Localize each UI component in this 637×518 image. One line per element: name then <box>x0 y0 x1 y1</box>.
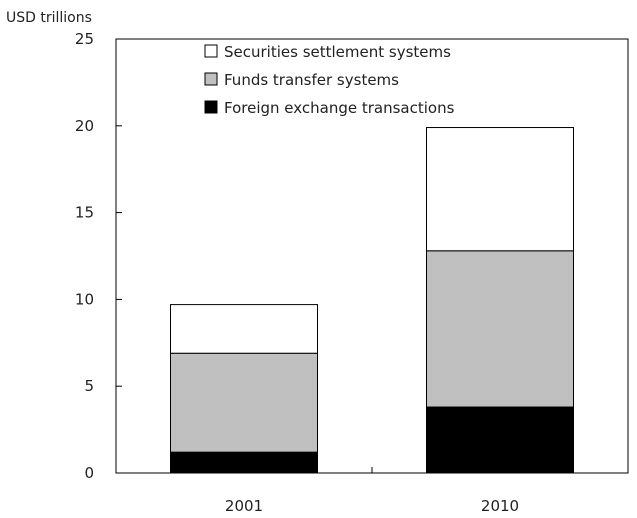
legend-swatch <box>204 44 218 58</box>
bar-segment-2001-funds-transfer-systems <box>170 352 318 453</box>
legend-label: Foreign exchange transactions <box>224 99 455 117</box>
y-tick-label: 15 <box>75 204 94 222</box>
y-tick-label: 0 <box>84 464 94 482</box>
y-axis-unit-label: USD trillions <box>6 10 92 26</box>
bar-segment-2010-foreign-exchange-transactions <box>426 406 574 474</box>
bar-segment-2010-securities-settlement-systems <box>426 127 574 252</box>
bar-segment-2001-foreign-exchange-transactions <box>170 451 318 474</box>
legend-label: Funds transfer systems <box>224 71 399 89</box>
y-tick-label: 10 <box>75 290 94 308</box>
legend-label: Securities settlement systems <box>224 43 451 61</box>
legend: Securities settlement systems Funds trans… <box>204 43 455 117</box>
bar-segment-2001-securities-settlement-systems <box>170 304 318 354</box>
x-category-label: 2010 <box>481 497 519 515</box>
x-category-label: 2001 <box>225 497 263 515</box>
legend-swatch <box>204 100 218 114</box>
y-tick-label: 5 <box>84 377 94 395</box>
legend-swatch <box>204 72 218 86</box>
y-tick-label: 20 <box>75 117 94 135</box>
y-tick-label: 25 <box>75 30 94 48</box>
plot-area: 0 5 10 15 20 25 2001 2010 <box>75 30 629 515</box>
bar-segment-2010-funds-transfer-systems <box>426 250 574 408</box>
